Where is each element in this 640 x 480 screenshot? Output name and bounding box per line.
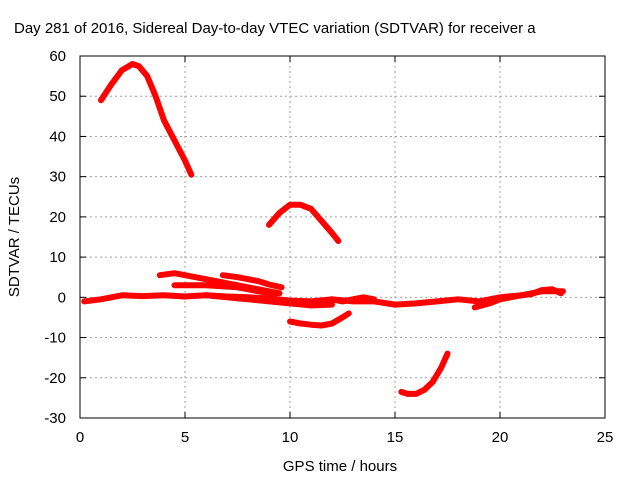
series-line-5: [219, 272, 285, 291]
series-line-8: [329, 294, 377, 305]
series-line-3: [398, 350, 451, 397]
grid-lines: [80, 56, 605, 418]
y-tick-label: 50: [49, 88, 66, 105]
x-tick-label: 5: [181, 429, 189, 446]
series-line-9: [471, 286, 564, 311]
series-line-6: [287, 310, 352, 329]
x-tick-label: 10: [282, 429, 299, 446]
series-line-10: [171, 282, 279, 298]
x-tick-label: 25: [597, 429, 614, 446]
y-tick-label: 20: [49, 209, 66, 226]
x-tick-label: 0: [76, 429, 84, 446]
y-axis-label: SDTVAR / TECUs: [6, 177, 23, 297]
y-tick-label: 60: [49, 48, 66, 65]
y-tick-label: 0: [58, 289, 66, 306]
chart-title: Day 281 of 2016, Sidereal Day-to-day VTE…: [14, 20, 536, 37]
series-line-2: [266, 201, 342, 244]
x-tick-label: 20: [492, 429, 509, 446]
y-tick-label: -20: [44, 370, 66, 387]
x-axis-label: GPS time / hours: [283, 458, 397, 475]
y-tick-label: 30: [49, 169, 66, 186]
series-line-7: [81, 288, 566, 308]
y-tick-label: -10: [44, 330, 66, 347]
y-tick-label: 10: [49, 249, 66, 266]
y-tick-label: -30: [44, 410, 66, 427]
x-tick-label: 15: [387, 429, 404, 446]
plot-area-frame: [79, 55, 606, 419]
y-tick-label: 40: [49, 128, 66, 145]
data-series: [81, 61, 566, 397]
axis-ticks: 0 5 10 15 20 25 -30 -20 -10 0 10 20 30 40 50 60: [44, 48, 613, 446]
series-line-1: [98, 61, 195, 178]
series-line-11: [203, 292, 335, 309]
